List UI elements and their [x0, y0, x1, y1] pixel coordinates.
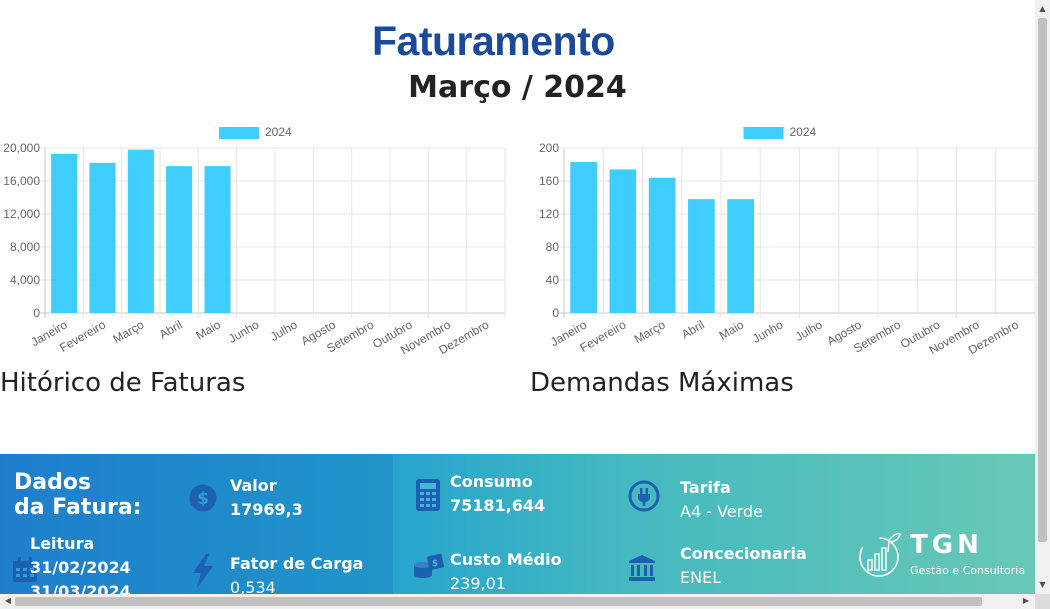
legend-label: 2024 — [790, 125, 817, 139]
y-tick-label: 20,000 — [3, 141, 40, 155]
reading-start: 31/02/2024 — [30, 558, 131, 577]
bar-janeiro — [570, 162, 597, 313]
x-tick-label: Julho — [268, 317, 300, 344]
reading-label: Leitura — [30, 534, 95, 553]
x-tick-label: Maio — [717, 317, 747, 342]
scroll-right-icon[interactable]: ▶ — [1022, 596, 1030, 605]
tariff-label: Tarifa — [680, 478, 731, 497]
bar-março — [127, 149, 154, 313]
dollar-icon: $ — [189, 484, 217, 512]
horizontal-scroll-thumb[interactable] — [15, 597, 982, 606]
tariff-value: A4 - Verde — [680, 502, 763, 521]
scroll-down-icon[interactable]: ▼ — [1039, 580, 1046, 589]
y-tick-label: 8,000 — [10, 240, 40, 254]
x-tick-label: Março — [632, 317, 668, 346]
invoice-data-banner: Dados da Fatura: Leitura 31/02/2024 31/0… — [0, 454, 1035, 594]
bank-icon — [629, 555, 655, 581]
bar-maio — [204, 166, 231, 313]
page-title: Faturamento — [372, 18, 615, 64]
tariff-field: Tarifa A4 - Verde — [680, 476, 763, 524]
consumption-label: Consumo — [450, 472, 533, 491]
calculator-icon — [416, 479, 440, 511]
utility-value: ENEL — [680, 568, 722, 587]
value-amount: 17969,3 — [230, 500, 303, 519]
vertical-scrollbar[interactable]: ▲ ▼ — [1035, 0, 1050, 594]
x-tick-label: Junho — [226, 317, 262, 346]
svg-text:$: $ — [197, 489, 209, 509]
bar-maio — [727, 199, 754, 313]
max-demand-caption: Demandas Máximas — [530, 368, 794, 398]
legend-swatch — [743, 127, 784, 139]
reading-field: Leitura 31/02/2024 31/03/2024 — [30, 532, 131, 594]
page-subtitle: Março / 2024 — [408, 70, 627, 105]
tgn-logo-icon — [859, 532, 901, 577]
x-tick-label: Março — [110, 317, 146, 346]
bar-janeiro — [51, 153, 78, 313]
horizontal-scrollbar[interactable]: ◀ ▶ — [0, 594, 1035, 609]
invoice-history-caption: Hitórico de Faturas — [0, 368, 246, 398]
legend-label: 2024 — [265, 125, 292, 139]
y-tick-label: 0 — [552, 306, 559, 320]
y-tick-label: 160 — [539, 174, 559, 188]
brand-tagline: Gestão e Consultoria — [910, 564, 1026, 577]
y-tick-label: 200 — [539, 141, 559, 155]
y-tick-label: 16,000 — [3, 174, 40, 188]
invoice-history-chart: 202404,0008,00012,00016,00020,000Janeiro… — [3, 125, 506, 357]
reading-end: 31/03/2024 — [30, 582, 131, 594]
consumption-field: Consumo 75181,644 — [450, 470, 545, 518]
load-factor-label: Fator de Carga — [230, 554, 364, 573]
utility-field: Concecionaria ENEL — [680, 542, 807, 590]
scrollbar-corner — [1035, 594, 1050, 609]
x-tick-label: Abril — [679, 317, 707, 341]
load-factor-value: 0,534 — [230, 578, 276, 594]
calendar-icon — [13, 557, 37, 582]
invoice-data-heading: Dados da Fatura: — [14, 470, 142, 520]
x-tick-label: Julho — [793, 317, 825, 344]
bar-abril — [166, 166, 193, 313]
bolt-icon — [193, 554, 213, 588]
y-tick-label: 40 — [546, 273, 560, 287]
bar-fevereiro — [609, 169, 637, 313]
legend-swatch — [219, 127, 259, 139]
utility-label: Concecionaria — [680, 544, 807, 563]
value-field: Valor 17969,3 — [230, 474, 303, 522]
y-tick-label: 80 — [546, 240, 560, 254]
avg-cost-field: Custo Médio 239,01 — [450, 548, 562, 594]
vertical-scroll-thumb[interactable] — [1038, 18, 1047, 542]
x-tick-label: Maio — [193, 317, 223, 342]
avg-cost-value: 239,01 — [450, 574, 506, 593]
scroll-up-icon[interactable]: ▲ — [1039, 4, 1046, 13]
avg-cost-label: Custo Médio — [450, 550, 562, 569]
bar-fevereiro — [89, 162, 116, 313]
y-tick-label: 4,000 — [10, 273, 40, 287]
bar-março — [648, 177, 676, 313]
y-tick-label: 120 — [539, 207, 559, 221]
brand-name: TGN — [910, 530, 983, 560]
bar-abril — [688, 199, 715, 313]
y-tick-label: 12,000 — [3, 207, 40, 221]
x-tick-label: Abril — [157, 317, 185, 341]
tgn-logo: TGN Gestão e Consultoria — [858, 530, 1033, 582]
value-label: Valor — [230, 476, 277, 495]
y-tick-label: 0 — [33, 306, 40, 320]
plug-icon — [628, 480, 660, 512]
x-tick-label: Junho — [750, 317, 786, 346]
scroll-left-icon[interactable]: ◀ — [4, 596, 12, 605]
svg-text:$: $ — [432, 559, 438, 569]
consumption-value: 75181,644 — [450, 496, 546, 515]
load-factor-field: Fator de Carga 0,534 — [230, 552, 363, 594]
coins-icon: $ — [414, 553, 444, 578]
